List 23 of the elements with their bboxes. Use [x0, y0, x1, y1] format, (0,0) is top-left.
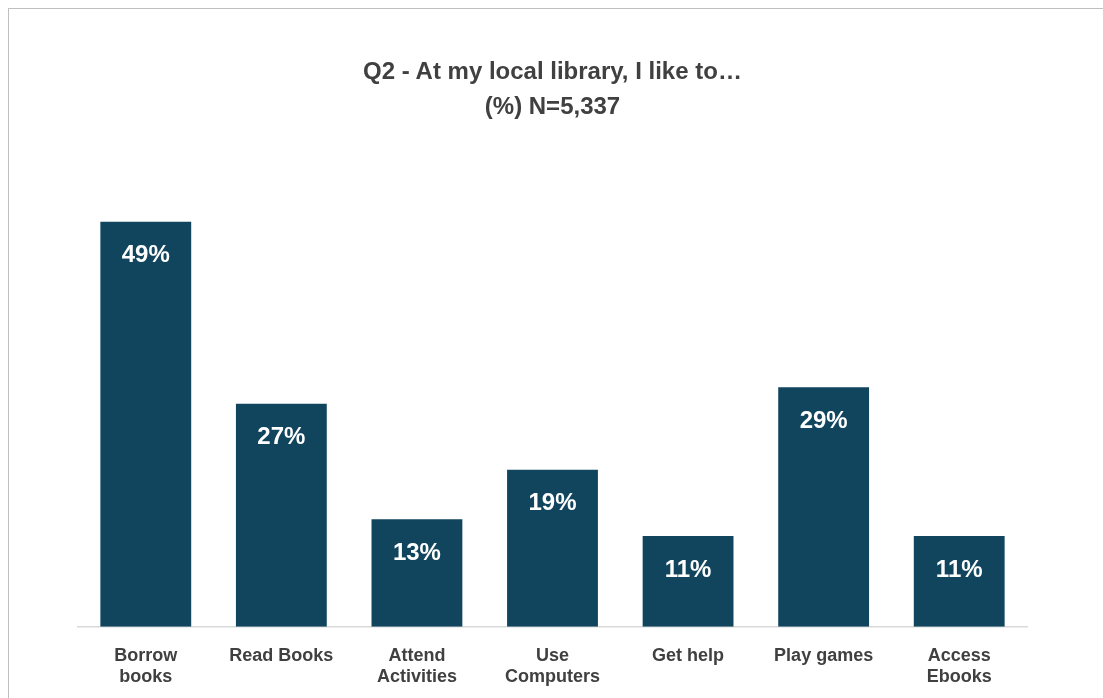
- x-tick-label: Play games: [774, 644, 874, 665]
- bar: [235, 403, 327, 627]
- x-tick-label: Borrow books: [114, 644, 179, 687]
- data-label: 11%: [664, 554, 712, 582]
- bar: [100, 221, 192, 627]
- data-label: 13%: [392, 537, 441, 565]
- data-label: 49%: [121, 240, 170, 268]
- data-label: 11%: [935, 554, 983, 582]
- chart-subtitle: (%) N=5,337: [484, 91, 621, 119]
- data-label: 27%: [257, 422, 306, 450]
- bar: [371, 519, 463, 627]
- chart-title: Q2 - At my local library, I like to…: [363, 57, 742, 85]
- x-tick-label: Get help: [652, 644, 725, 665]
- x-tick-label: Access Ebooks: [926, 644, 992, 687]
- x-tick-label: Read Books: [229, 644, 334, 665]
- x-tick-label: Use Computers: [504, 644, 601, 687]
- bar: [507, 469, 598, 627]
- data-label: 19%: [528, 488, 577, 516]
- bar: [642, 535, 734, 627]
- data-label: 29%: [799, 405, 848, 433]
- bar: [778, 387, 870, 627]
- x-tick-label: Attend Activities: [376, 644, 457, 687]
- bar: [913, 535, 1005, 627]
